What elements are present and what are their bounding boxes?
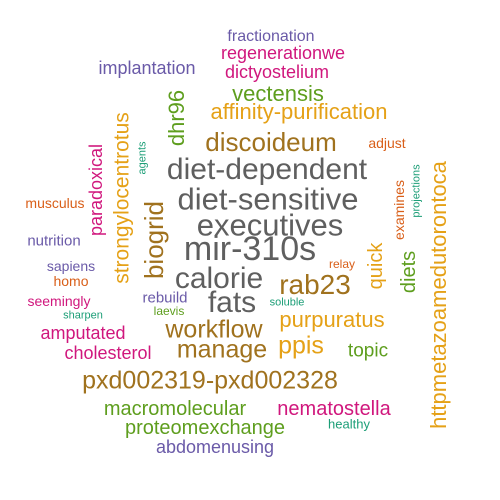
word-quick: quick [365, 242, 387, 290]
word-sharpen: sharpen [63, 309, 103, 322]
word-biogrid: biogrid [139, 200, 169, 280]
word-amputated: amputated [40, 323, 126, 343]
word-sapiens: sapiens [46, 258, 96, 274]
word-macromolecular: macromolecular [103, 398, 247, 420]
word-diets: diets [398, 250, 420, 294]
word-diet-sensitive: diet-sensitive [177, 181, 359, 217]
word-projections: projections [410, 164, 423, 218]
word-purpuratus: purpuratus [279, 307, 385, 332]
word-nematostella: nematostella [277, 398, 391, 420]
word-regenerationwe: regenerationwe [220, 43, 346, 63]
word-musculus: musculus [25, 195, 85, 211]
word-examines: examines [391, 180, 407, 240]
word-fractionation: fractionation [227, 28, 315, 45]
word-rab23: rab23 [279, 269, 351, 300]
word-relay: relay [328, 257, 356, 271]
word-fats: fats [207, 286, 257, 319]
word-executives: executives [196, 207, 344, 243]
word-implantation: implantation [98, 58, 196, 78]
word-affinity-purification: affinity-purification [210, 99, 388, 124]
word-strongylocentrotus: strongylocentrotus [110, 112, 134, 284]
word-workflow: workflow [165, 315, 263, 344]
word-nutrition: nutrition [27, 232, 81, 250]
word-agents: agents [136, 141, 149, 175]
word-seemingly: seemingly [27, 293, 91, 309]
word-ppis: ppis [278, 331, 324, 360]
word-discoideum: discoideum [205, 127, 337, 157]
word-mir-310s: mir-310s [183, 230, 317, 268]
word-proteomexchange: proteomexchange [124, 417, 286, 439]
word-dhr96: dhr96 [164, 89, 189, 147]
word-healthy: healthy [328, 416, 370, 432]
word-laevis: laevis [153, 304, 185, 318]
word-abdomenusing: abdomenusing [155, 437, 275, 457]
word-httpmetazoamedutorontoca: httpmetazoamedutorontoca [426, 161, 451, 429]
word-pxd002319-pxd002328: pxd002319-pxd002328 [82, 366, 338, 395]
word-cholesterol: cholesterol [64, 343, 152, 363]
word-adjust: adjust [368, 135, 406, 151]
word-diet-dependent: diet-dependent [166, 153, 368, 186]
word-paradoxical: paradoxical [86, 143, 106, 237]
word-topic: topic [347, 340, 389, 362]
word-soluble: soluble [269, 296, 305, 309]
word-manage: manage [176, 335, 268, 364]
word-vectensis: vectensis [232, 81, 324, 106]
word-calorie: calorie [174, 262, 264, 295]
word-rebuild: rebuild [142, 289, 188, 307]
word-dictyostelium: dictyostelium [224, 62, 330, 82]
word-homo: homo [53, 273, 89, 289]
